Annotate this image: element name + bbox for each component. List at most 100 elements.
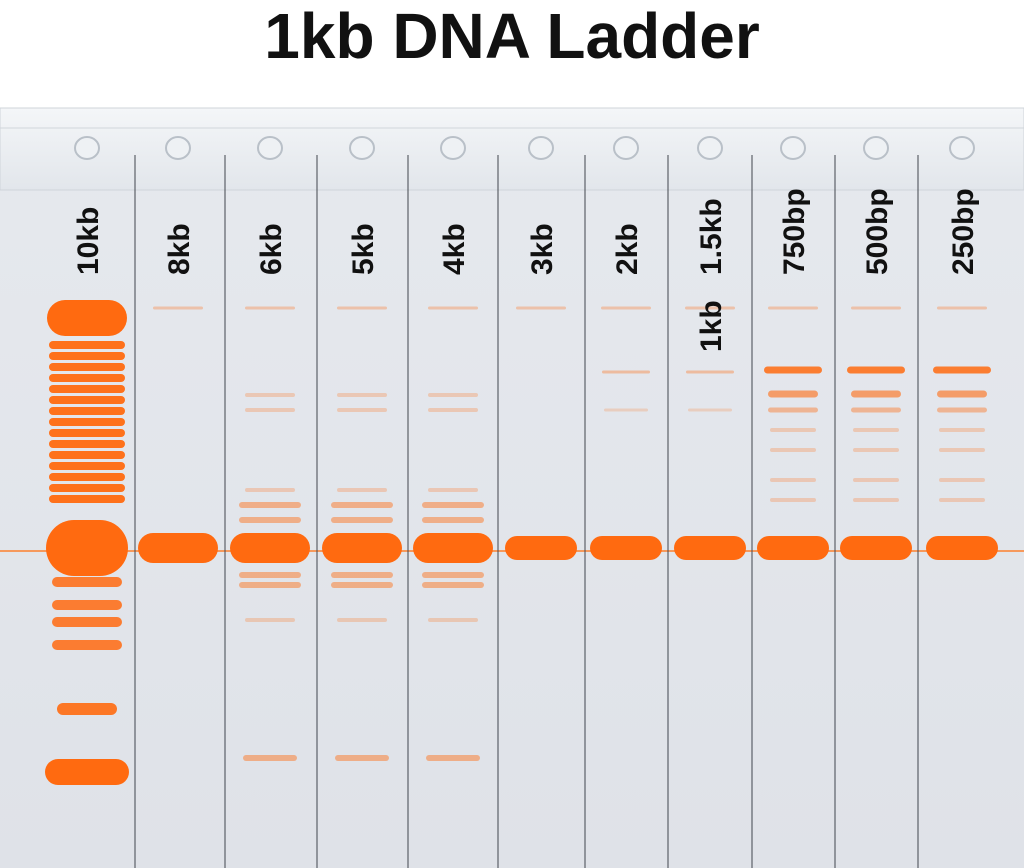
band [505, 536, 577, 560]
lane-label: 2kb [611, 223, 644, 275]
band [337, 306, 387, 310]
band [853, 498, 899, 502]
band [337, 488, 387, 492]
well [440, 136, 466, 160]
band [764, 366, 822, 374]
band [757, 536, 829, 560]
lane-label-overlay: 1kb [695, 300, 728, 352]
band [239, 572, 301, 578]
band [52, 640, 122, 650]
band [243, 755, 297, 761]
well [697, 136, 723, 160]
band [245, 618, 295, 622]
band [153, 306, 203, 310]
well [165, 136, 191, 160]
band [49, 407, 125, 415]
band [47, 300, 127, 336]
band [49, 429, 125, 437]
band [851, 306, 901, 310]
band [52, 577, 122, 587]
band [331, 517, 393, 523]
band [428, 488, 478, 492]
band [770, 428, 816, 432]
band [46, 520, 128, 576]
band [239, 582, 301, 588]
lane-label: 6kb [255, 223, 288, 275]
band [428, 408, 478, 412]
band [428, 618, 478, 622]
band [245, 488, 295, 492]
band [49, 341, 125, 349]
band [851, 407, 901, 413]
lane-label: 1.5kb [695, 198, 728, 275]
lane-label: 750bp [778, 188, 811, 275]
band [331, 502, 393, 508]
band [422, 517, 484, 523]
well [257, 136, 283, 160]
band [590, 536, 662, 560]
well [949, 136, 975, 160]
band [49, 462, 125, 470]
well [780, 136, 806, 160]
band [770, 448, 816, 452]
band [52, 617, 122, 627]
band [428, 306, 478, 310]
gel [0, 108, 1024, 868]
band [49, 418, 125, 426]
band [686, 370, 734, 374]
band [245, 393, 295, 397]
well [349, 136, 375, 160]
band [45, 759, 129, 785]
band [49, 484, 125, 492]
band [138, 533, 218, 563]
lane-label: 250bp [947, 188, 980, 275]
band [602, 370, 650, 374]
band [422, 502, 484, 508]
band [937, 306, 987, 310]
band [770, 478, 816, 482]
band [939, 478, 985, 482]
band [49, 385, 125, 393]
band [49, 396, 125, 404]
band [847, 366, 905, 374]
band [337, 393, 387, 397]
lanes: 10kb 8kb 6kb 5kb 4kb 3kb 2kb 1.5kb 750bp 500bp 250… [45, 136, 998, 868]
well [613, 136, 639, 160]
band [49, 374, 125, 382]
band [937, 390, 987, 398]
lane-label: 5kb [347, 223, 380, 275]
band [939, 448, 985, 452]
band [939, 428, 985, 432]
band [413, 533, 493, 563]
band [840, 536, 912, 560]
band [516, 306, 566, 310]
band [57, 703, 117, 715]
band [688, 408, 732, 412]
band [768, 390, 818, 398]
lane-label: 3kb [526, 223, 559, 275]
band [245, 408, 295, 412]
band [933, 366, 991, 374]
band [853, 428, 899, 432]
band [230, 533, 310, 563]
band [337, 618, 387, 622]
band [239, 517, 301, 523]
lane-label: 4kb [438, 223, 471, 275]
lane-label: 500bp [861, 188, 894, 275]
band [52, 600, 122, 610]
band [239, 502, 301, 508]
band [685, 306, 735, 310]
band [768, 306, 818, 310]
well [863, 136, 889, 160]
band [604, 408, 648, 412]
band [422, 572, 484, 578]
lane-label: 10kb [72, 207, 105, 275]
band [49, 440, 125, 448]
band [49, 495, 125, 503]
well [74, 136, 100, 160]
well [528, 136, 554, 160]
band [426, 755, 480, 761]
band [422, 582, 484, 588]
title: 1kb DNA Ladder [264, 0, 760, 72]
